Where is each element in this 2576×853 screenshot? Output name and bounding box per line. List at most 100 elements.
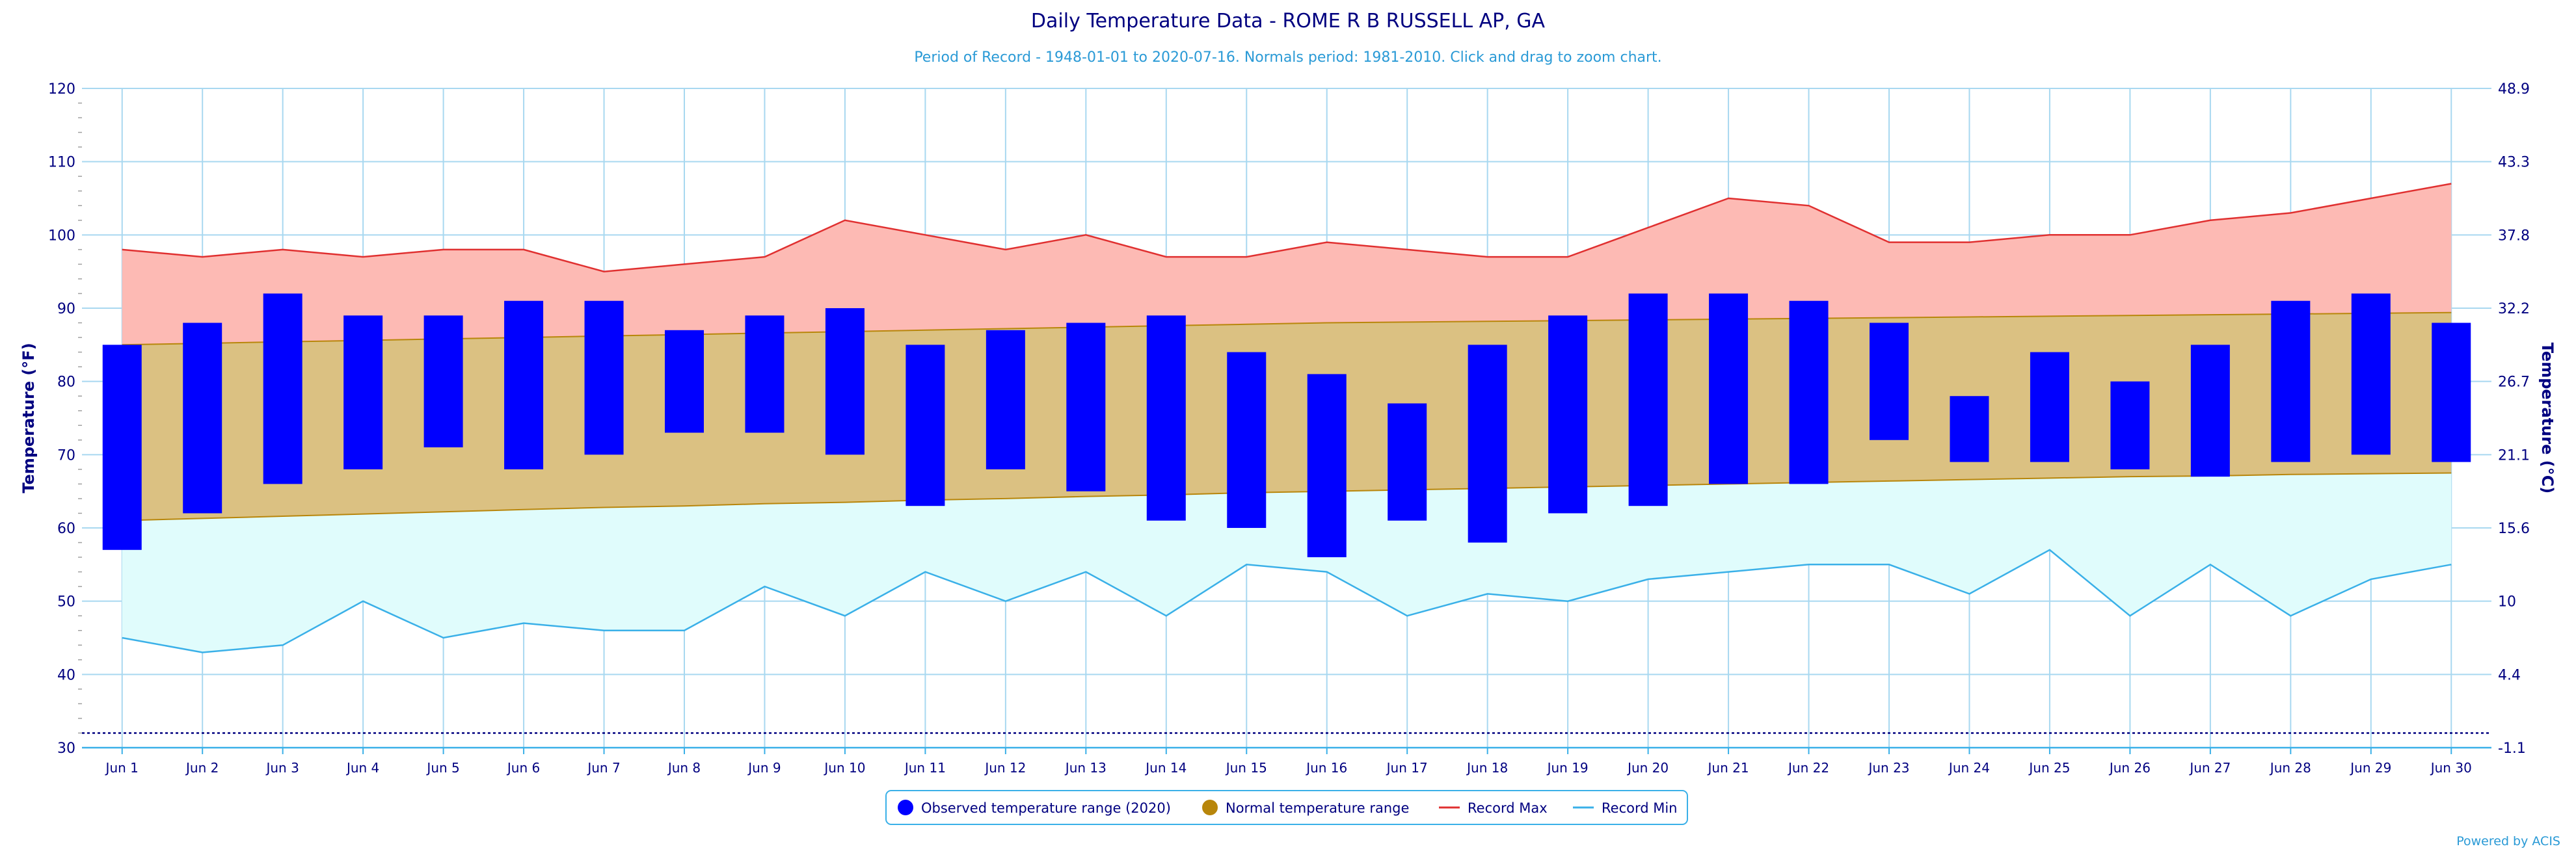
legend-item-observed[interactable]: Observed temperature range (2020) [898, 800, 1171, 816]
x-tick-label: Jun 29 [2349, 760, 2391, 776]
x-tick-label: Jun 18 [1466, 760, 1508, 776]
chart-subtitle: Period of Record - 1948-01-01 to 2020-07… [914, 49, 1661, 66]
observed-bar [2351, 293, 2391, 455]
observed-bar [2432, 322, 2471, 462]
x-tick-label: Jun 15 [1225, 760, 1267, 776]
x-tick-label: Jun 12 [984, 760, 1026, 776]
observed-bar [906, 345, 945, 506]
range-areas [122, 183, 2452, 653]
legend-item-record-max[interactable]: Record Max [1439, 800, 1548, 816]
observed-bar [504, 300, 544, 469]
normal-low-line [122, 472, 2452, 521]
x-tick-label: Jun 7 [586, 760, 620, 776]
record-max-band [122, 183, 2452, 345]
x-tick-label: Jun 8 [667, 760, 701, 776]
observed-bar [1548, 315, 1588, 514]
x-tick-label: Jun 14 [1144, 760, 1187, 776]
observed-bar [1950, 396, 1989, 462]
observed-bar [986, 330, 1025, 469]
y-tick-label-left: 30 [57, 741, 75, 757]
observed-bar [2030, 352, 2069, 462]
x-tick-label: Jun 3 [265, 760, 299, 776]
observed-bar [102, 345, 142, 550]
record-lines [82, 183, 2491, 734]
chart-title: Daily Temperature Data - ROME R B RUSSEL… [1031, 10, 1546, 33]
observed-bar [1468, 345, 1507, 543]
y-tick-label-left: 50 [57, 594, 75, 610]
y-tick-label-left: 90 [57, 301, 75, 317]
record-min-line [122, 549, 2452, 653]
x-tick-label: Jun 21 [1707, 760, 1749, 776]
x-tick-label: Jun 4 [345, 760, 379, 776]
x-tick-label: Jun 5 [425, 760, 459, 776]
x-tick-label: Jun 28 [2269, 760, 2311, 776]
observed-bar [1870, 322, 1909, 440]
legend-label-observed: Observed temperature range (2020) [921, 800, 1171, 816]
observed-bar [183, 322, 222, 514]
legend-symbol-normal [1202, 800, 1218, 815]
observed-bar [1146, 315, 1186, 521]
y-tick-label-right: 10 [2498, 594, 2516, 610]
y-tick-label-right: 21.1 [2498, 447, 2530, 464]
x-tick-label: Jun 17 [1386, 760, 1428, 776]
observed-bar [1227, 352, 1267, 528]
x-tick-label: Jun 25 [2028, 760, 2070, 776]
y-tick-label-left: 80 [57, 374, 75, 391]
y-tick-label-right: 43.3 [2498, 155, 2530, 171]
x-tick-label: Jun 13 [1064, 760, 1107, 776]
y-tick-label-right: 4.4 [2498, 667, 2521, 683]
record-max-line [122, 183, 2452, 272]
y-axis-title-right: Temperature (°C) [2538, 343, 2556, 494]
observed-bar [1066, 322, 1106, 492]
observed-bars [102, 293, 2471, 558]
x-tick-label: Jun 11 [904, 760, 946, 776]
observed-bar [263, 293, 302, 484]
observed-bar [423, 315, 463, 448]
record-min-band [122, 473, 2452, 653]
normal-range-band [122, 312, 2452, 521]
y-tick-label-right: 26.7 [2498, 374, 2530, 391]
y-tick-label-right: 32.2 [2498, 301, 2530, 317]
y-tick-label-left: 120 [48, 81, 75, 98]
x-tick-label: Jun 30 [2430, 760, 2472, 776]
x-tick-label: Jun 6 [506, 760, 540, 776]
x-tick-label: Jun 19 [1546, 760, 1589, 776]
y-tick-label-right: 48.9 [2498, 81, 2530, 98]
x-tick-label: Jun 9 [747, 760, 781, 776]
y-tick-label-left: 110 [48, 155, 75, 171]
x-tick-label: Jun 24 [1948, 760, 1990, 776]
legend-label-record-max: Record Max [1468, 800, 1548, 816]
observed-bar [1307, 374, 1347, 558]
x-tick-label: Jun 2 [185, 760, 219, 776]
legend: Observed temperature range (2020) Normal… [885, 790, 1688, 825]
observed-bar [584, 300, 624, 455]
observed-bar [825, 308, 865, 455]
legend-item-record-min[interactable]: Record Min [1573, 800, 1678, 816]
x-tick-label: Jun 22 [1787, 760, 1829, 776]
y-tick-label-left: 100 [48, 228, 75, 244]
observed-bar [745, 315, 785, 433]
observed-bar [2271, 300, 2311, 462]
y-tick-label-left: 40 [57, 667, 75, 683]
observed-bar [2110, 381, 2150, 469]
x-tick-label: Jun 26 [2108, 760, 2151, 776]
y-tick-label-right: -1.1 [2498, 741, 2526, 757]
observed-bar [2190, 345, 2230, 477]
legend-item-normal[interactable]: Normal temperature range [1202, 800, 1409, 816]
x-tick-label: Jun 23 [1867, 760, 1909, 776]
x-tick-label: Jun 20 [1626, 760, 1669, 776]
x-tick-label: Jun 16 [1305, 760, 1347, 776]
observed-bar [1628, 293, 1668, 506]
credit-link[interactable]: Powered by ACIS [2456, 834, 2560, 848]
observed-bar [1388, 403, 1427, 521]
x-tick-label: Jun 1 [105, 760, 139, 776]
legend-symbol-observed [898, 800, 913, 815]
observed-bar [343, 315, 383, 469]
y-tick-label-left: 70 [57, 447, 75, 464]
x-tick-label: Jun 10 [823, 760, 865, 776]
y-tick-label-right: 37.8 [2498, 228, 2530, 244]
x-tick-label: Jun 27 [2188, 760, 2231, 776]
y-tick-label-right: 15.6 [2498, 521, 2530, 537]
observed-bar [665, 330, 704, 433]
